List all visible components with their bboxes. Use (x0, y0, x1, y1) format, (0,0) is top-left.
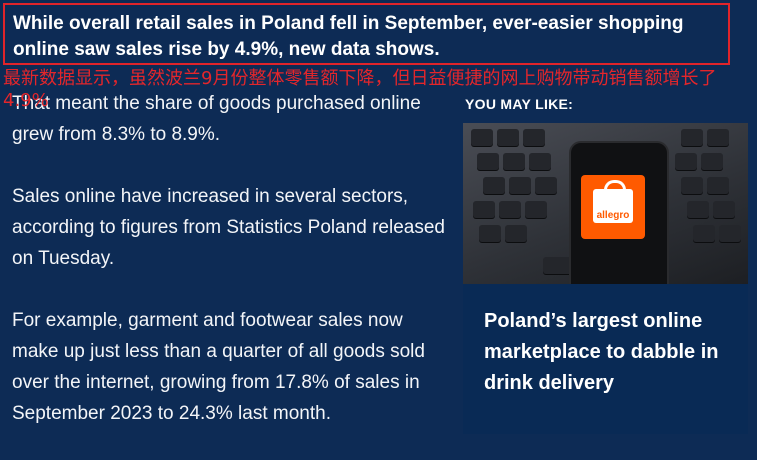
article-paragraph: For example, garment and footwear sales … (12, 310, 425, 424)
you-may-like-heading: YOU MAY LIKE: (465, 96, 574, 112)
keyboard-key (681, 129, 703, 146)
related-article-image[interactable]: allegro (463, 123, 748, 284)
shopping-bag-icon: allegro (593, 180, 633, 223)
keyboard-key (701, 153, 723, 170)
keyboard-key (525, 201, 547, 218)
related-article-title[interactable]: Poland’s largest online marketplace to d… (484, 310, 719, 394)
keyboard-key (505, 225, 527, 242)
article-paragraph: Sales online have increased in several s… (12, 186, 445, 269)
keyboard-key (713, 201, 735, 218)
keyboard-key (687, 201, 709, 218)
keyboard-key (503, 153, 525, 170)
keyboard-key (509, 177, 531, 194)
related-article-card[interactable]: allegro Poland’s largest online marketpl… (463, 123, 748, 434)
keyboard-key (675, 153, 697, 170)
keyboard-key (499, 201, 521, 218)
keyboard-key (681, 177, 703, 194)
allegro-logo-text: allegro (596, 210, 630, 221)
keyboard-key (529, 153, 551, 170)
article-body: That meant the share of goods purchased … (12, 88, 452, 460)
keyboard-key (523, 129, 545, 146)
keyboard-key (707, 177, 729, 194)
keyboard-key (477, 153, 499, 170)
allegro-app-icon: allegro (581, 175, 645, 239)
keyboard-key (497, 129, 519, 146)
keyboard-key (719, 225, 741, 242)
headline-translation: 最新数据显示，虽然波兰9月份整体零售额下降，但日益便捷的网上购物带动销售额增长了… (3, 68, 717, 111)
keyboard-key (483, 177, 505, 194)
article-headline: While overall retail sales in Poland fel… (3, 3, 730, 65)
keyboard-key (707, 129, 729, 146)
keyboard-key (473, 201, 495, 218)
article-paragraph: That meant the share of goods purchased … (12, 93, 421, 145)
keyboard-key (535, 177, 557, 194)
keyboard-key (693, 225, 715, 242)
keyboard-key (479, 225, 501, 242)
keyboard-key (471, 129, 493, 146)
